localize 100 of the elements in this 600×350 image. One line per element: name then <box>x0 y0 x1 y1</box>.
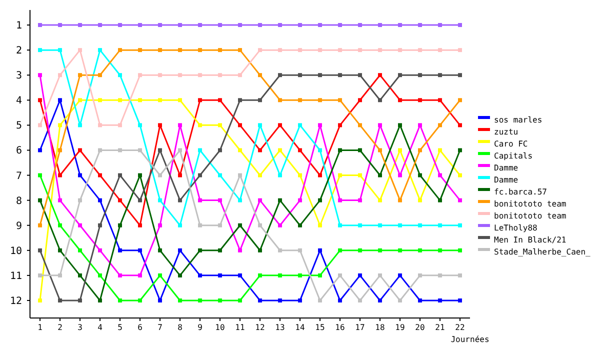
point <box>178 98 182 102</box>
point <box>78 173 82 178</box>
point <box>338 148 342 152</box>
point <box>318 173 322 178</box>
point <box>238 298 242 302</box>
point <box>258 48 262 52</box>
point <box>258 23 262 28</box>
point <box>78 223 82 228</box>
point <box>438 123 442 128</box>
point <box>458 123 462 128</box>
point <box>198 123 202 128</box>
point <box>298 273 302 278</box>
point <box>218 98 222 102</box>
point <box>98 173 102 178</box>
point <box>58 73 62 78</box>
point <box>238 198 242 202</box>
point <box>118 198 122 202</box>
point <box>118 123 122 128</box>
x-tick-label: 5 <box>118 323 123 332</box>
point <box>338 298 342 302</box>
point <box>458 298 462 302</box>
point <box>178 48 182 52</box>
point <box>378 198 382 202</box>
point <box>38 148 42 152</box>
point <box>258 98 262 102</box>
y-tick-label: 9 <box>16 220 22 232</box>
point <box>418 73 422 78</box>
point <box>398 98 402 102</box>
point <box>278 73 282 78</box>
x-tick-label: 14 <box>295 323 305 332</box>
y-tick-label: 12 <box>10 296 22 307</box>
point <box>278 123 282 128</box>
point <box>198 298 202 302</box>
point <box>358 173 362 178</box>
x-tick-label: 18 <box>375 323 385 332</box>
point <box>298 48 302 52</box>
point <box>458 223 462 228</box>
point <box>358 48 362 52</box>
point <box>238 23 242 28</box>
point <box>398 48 402 52</box>
point <box>38 198 42 202</box>
point <box>278 98 282 102</box>
point <box>438 223 442 228</box>
x-tick-label: 4 <box>98 323 103 332</box>
point <box>98 298 102 302</box>
point <box>38 48 42 52</box>
point <box>418 48 422 52</box>
point <box>358 98 362 102</box>
point <box>418 98 422 102</box>
point <box>458 273 462 278</box>
point <box>38 73 42 78</box>
x-tick-label: 21 <box>435 323 445 332</box>
point <box>58 298 62 302</box>
point <box>378 148 382 152</box>
y-tick-label: 5 <box>16 120 22 132</box>
point <box>298 123 302 128</box>
legend-label: LeTholy88 <box>494 223 538 232</box>
point <box>318 23 322 28</box>
point <box>238 273 242 278</box>
point <box>358 223 362 228</box>
legend-label: Capitals <box>494 151 533 160</box>
point <box>258 123 262 128</box>
point <box>418 148 422 152</box>
point <box>438 148 442 152</box>
point <box>458 173 462 178</box>
point <box>98 198 102 202</box>
point <box>358 23 362 28</box>
point <box>298 73 302 78</box>
point <box>158 248 162 252</box>
point <box>358 198 362 202</box>
point <box>78 123 82 128</box>
point <box>278 223 282 228</box>
point <box>238 123 242 128</box>
point <box>438 48 442 52</box>
point <box>198 273 202 278</box>
point <box>358 248 362 252</box>
point <box>378 23 382 28</box>
point <box>458 198 462 202</box>
point <box>338 223 342 228</box>
point <box>398 273 402 278</box>
point <box>318 148 322 152</box>
point <box>78 273 82 278</box>
point <box>158 123 162 128</box>
x-tick-label: 2 <box>58 323 63 332</box>
x-tick-label: 20 <box>415 323 425 332</box>
point <box>258 298 262 302</box>
legend-label: Damme <box>494 175 518 184</box>
point <box>198 223 202 228</box>
point <box>78 148 82 152</box>
point <box>218 23 222 28</box>
point <box>198 73 202 78</box>
point <box>138 198 142 202</box>
point <box>258 173 262 178</box>
point <box>258 223 262 228</box>
point <box>318 123 322 128</box>
point <box>38 248 42 252</box>
point <box>298 98 302 102</box>
point <box>98 123 102 128</box>
y-tick-label: 7 <box>16 170 22 182</box>
x-tick-label: 17 <box>355 323 365 332</box>
